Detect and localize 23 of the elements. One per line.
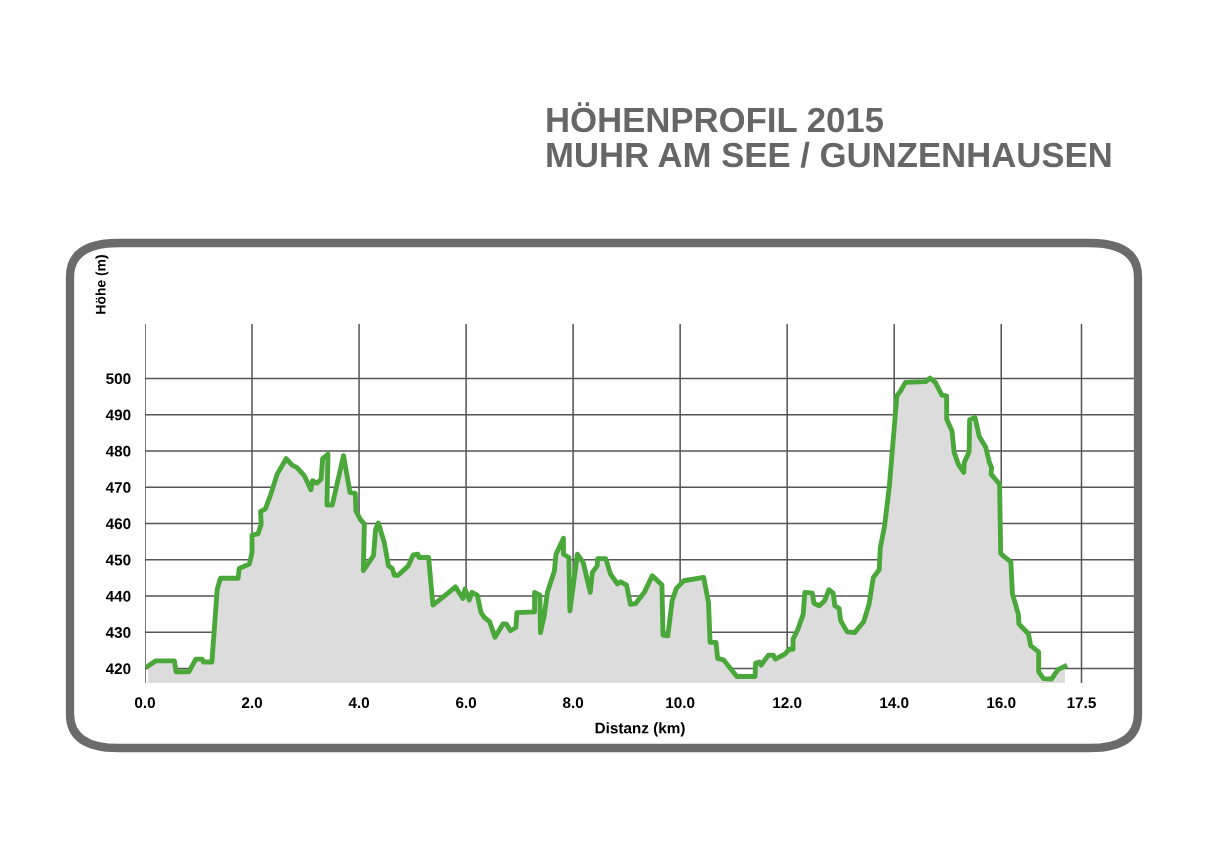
y-tick-label: 430 [105, 627, 131, 638]
x-tick-label: 6.0 [456, 697, 477, 709]
chart-subtitle: MUHR AM SEE / GUNZENHAUSEN [547, 141, 1111, 168]
y-tick-label: 460 [105, 518, 131, 530]
x-tick-label: 14.0 [880, 697, 909, 709]
x-axis-title: Distanz (km) [595, 722, 685, 737]
y-axis-title: Höhe (m) [95, 255, 109, 314]
y-tick-label: 420 [105, 663, 131, 675]
x-tick-label: 10.0 [666, 697, 695, 709]
x-tick-label: 4.0 [348, 697, 370, 709]
x-tick-label: 16.0 [987, 697, 1016, 709]
y-tick-label: 480 [105, 445, 131, 457]
y-tick-label: 440 [105, 590, 131, 602]
x-tick-label: 17.5 [1067, 697, 1096, 709]
x-tick-label: 8.0 [562, 697, 584, 709]
y-tick-label: 470 [105, 482, 131, 493]
y-tick-label: 450 [105, 554, 131, 566]
x-tick-label: 2.0 [241, 697, 263, 709]
x-tick-label: 12.0 [773, 697, 802, 709]
chart-title: HÖHENPROFIL 2015 [547, 102, 884, 133]
x-tick-label: 0.0 [134, 697, 155, 709]
y-tick-label: 490 [105, 409, 131, 421]
y-tick-label: 500 [106, 373, 131, 385]
